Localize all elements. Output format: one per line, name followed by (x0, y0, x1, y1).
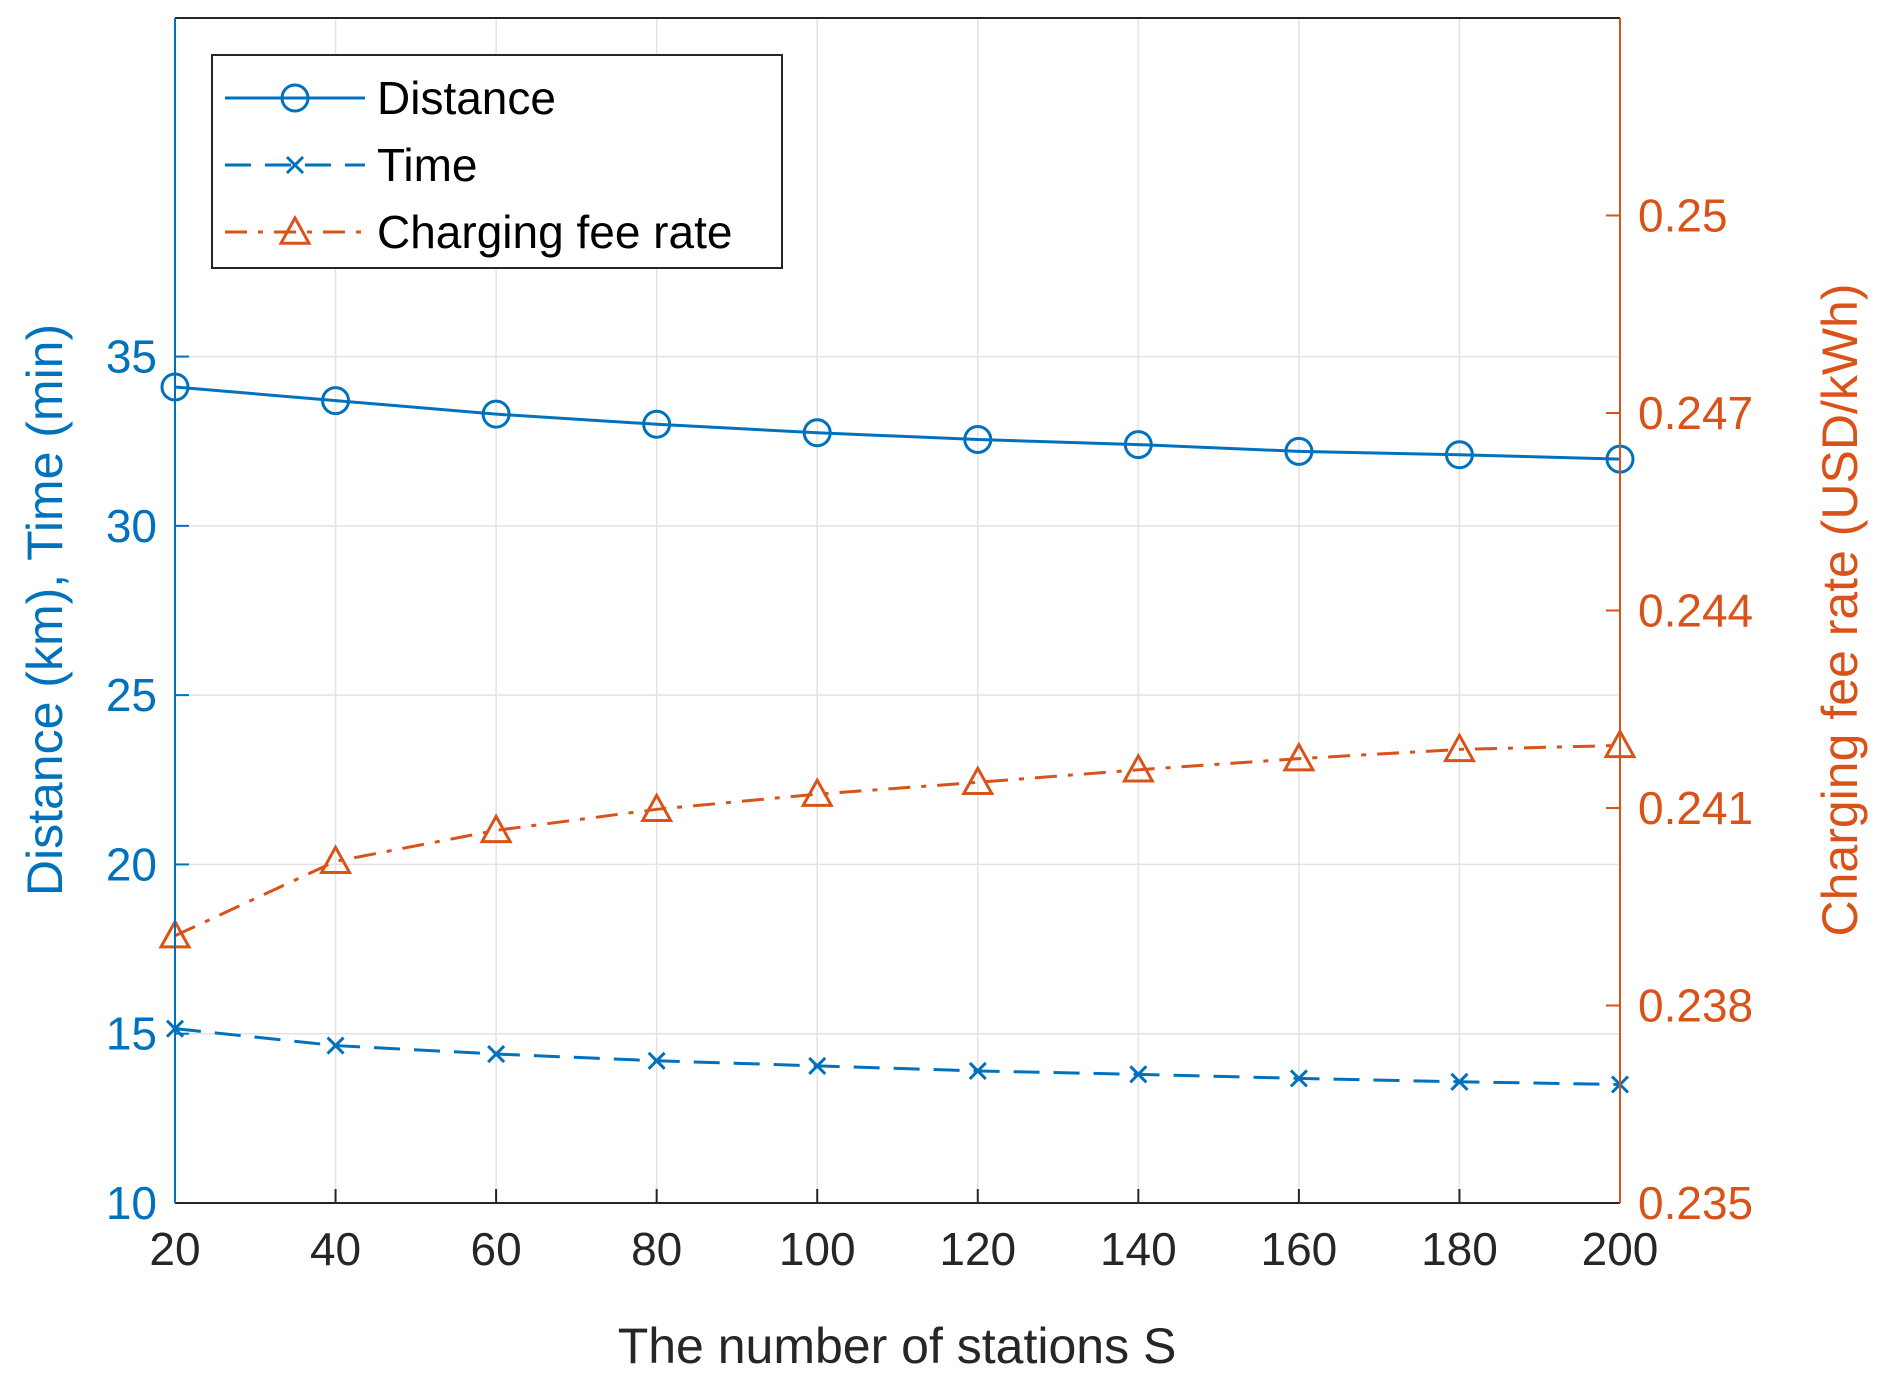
data-point (487, 1044, 506, 1064)
data-point (479, 813, 513, 844)
y-left-tick-label: 25 (106, 669, 157, 721)
legend-marker (280, 83, 310, 113)
x-tick-label: 40 (310, 1223, 361, 1275)
legend-label: Time (377, 139, 478, 191)
x-axis-title: The number of stations S (618, 1318, 1177, 1374)
data-point (961, 765, 995, 796)
data-point (1123, 430, 1153, 460)
data-point (321, 386, 351, 416)
y-left-tick-label: 15 (106, 1008, 157, 1060)
x-tick-label: 140 (1100, 1223, 1177, 1275)
x-tick-label: 120 (939, 1223, 1016, 1275)
legend-marker (285, 155, 305, 175)
data-point (1282, 741, 1316, 772)
data-point (642, 409, 672, 439)
data-point (802, 418, 832, 448)
axes (174, 17, 1621, 1204)
legend: Distance Time Charging fee rate (211, 54, 783, 269)
data-point (800, 777, 834, 807)
data-point (808, 1056, 827, 1075)
y-left-tick-label: 10 (106, 1177, 157, 1229)
data-point (1121, 752, 1155, 783)
x-tick-label: 20 (149, 1223, 200, 1275)
series-line (174, 385, 1621, 461)
x-tick-label: 60 (471, 1223, 522, 1275)
x-tick-label: 200 (1582, 1223, 1659, 1275)
y-right-tick-label: 0.241 (1638, 782, 1753, 834)
x-tick-label: 100 (779, 1223, 856, 1275)
data-point (647, 1051, 666, 1070)
series-time (165, 1019, 1630, 1094)
tick-labels: 20 40 60 80 100 120 140 160 180 200 10 15 20 25 30 35 0.… (106, 190, 1753, 1276)
data-point (319, 844, 353, 875)
series-distance (160, 372, 1635, 474)
y-left-tick-label: 35 (106, 331, 157, 383)
legend-label: Distance (377, 72, 556, 124)
series-line (174, 1027, 1621, 1086)
y-right-tick-label: 0.25 (1638, 190, 1728, 242)
x-tick-label: 180 (1421, 1223, 1498, 1275)
legend-marker (278, 214, 312, 245)
data-point (1129, 1065, 1148, 1084)
data-point (481, 399, 511, 429)
y-axis-left-title: Distance (km), Time (min) (17, 324, 73, 896)
data-point (968, 1061, 987, 1081)
data-point (640, 792, 674, 823)
data-point (1284, 436, 1314, 466)
series-layer (158, 372, 1637, 1094)
y-left-tick-label: 20 (106, 838, 157, 890)
legend-label: Charging fee rate (377, 206, 732, 258)
y-right-tick-label: 0.247 (1638, 387, 1753, 439)
x-tick-label: 80 (631, 1223, 682, 1275)
y-axis-right-title: Charging fee rate (USD/kWh) (1812, 283, 1868, 936)
y-right-tick-label: 0.244 (1638, 585, 1753, 637)
y-right-tick-label: 0.235 (1638, 1177, 1753, 1229)
x-tick-label: 160 (1261, 1223, 1338, 1275)
data-point (1450, 1072, 1469, 1091)
data-point (326, 1036, 345, 1055)
data-point (1289, 1069, 1308, 1088)
y-left-tick-label: 30 (106, 500, 157, 552)
y-right-tick-label: 0.238 (1638, 980, 1753, 1032)
data-point (1442, 732, 1476, 763)
data-point (963, 425, 993, 455)
series-line (174, 743, 1621, 938)
data-point (1444, 440, 1474, 470)
